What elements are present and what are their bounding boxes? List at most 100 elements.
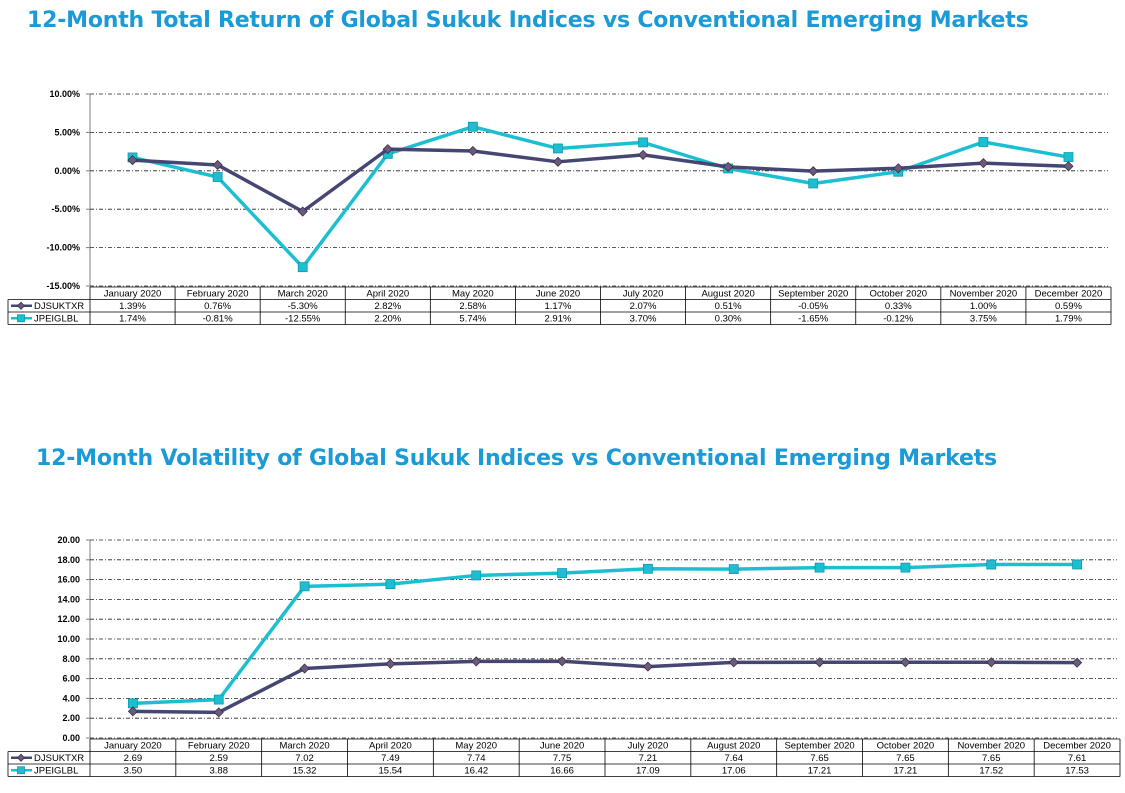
x-category-label: December 2020 <box>1043 741 1111 752</box>
data-cell-label: 3.75% <box>970 314 997 325</box>
x-category-label: August 2020 <box>701 289 754 300</box>
data-point-marker <box>16 301 26 310</box>
y-tick-label: 10.00% <box>49 89 80 99</box>
data-point-marker <box>900 657 911 668</box>
data-point-marker <box>17 766 25 775</box>
x-category-label: September 2020 <box>784 741 854 752</box>
data-cell-label: 7.74 <box>467 753 486 764</box>
x-category-label: June 2020 <box>536 289 580 300</box>
data-cell-label: 7.49 <box>381 753 400 764</box>
data-cell-label: 3.50 <box>124 766 143 777</box>
legend-label: JPEIGLBL <box>34 314 78 325</box>
x-category-label: September 2020 <box>778 289 848 300</box>
data-point-marker <box>723 161 734 172</box>
y-tick-label: 14.00 <box>57 594 80 604</box>
data-cell-label: 2.20% <box>374 314 401 325</box>
x-category-label: May 2020 <box>452 289 494 300</box>
y-tick-label: 8.00 <box>62 654 80 664</box>
data-cell-label: 16.66 <box>550 766 574 777</box>
data-point-marker <box>299 663 310 674</box>
x-category-label: January 2020 <box>104 741 162 752</box>
data-cell-label: 2.82% <box>374 301 401 312</box>
data-point-marker <box>728 657 739 668</box>
data-cell-label: 17.52 <box>979 766 1003 777</box>
data-point-marker <box>1063 161 1074 172</box>
data-cell-label: 15.32 <box>293 766 317 777</box>
data-cell-label: 0.59% <box>1055 301 1082 312</box>
data-cell-label: 2.59 <box>210 753 229 764</box>
data-cell-label: 2.69 <box>124 753 143 764</box>
y-tick-label: 0.00 <box>62 733 80 743</box>
y-tick-label: 2.00 <box>62 713 80 723</box>
data-cell-label: 2.58% <box>459 301 486 312</box>
data-cell-label: 0.51% <box>715 301 742 312</box>
data-cell-label: 16.42 <box>464 766 488 777</box>
data-cell-label: 7.64 <box>725 753 744 764</box>
data-cell-label: 5.74% <box>459 314 486 325</box>
series-line-djsuktxr <box>132 659 1078 715</box>
data-point-marker <box>467 145 478 157</box>
x-category-label: August 2020 <box>707 741 760 752</box>
data-point-marker <box>814 562 825 573</box>
data-cell-label: 17.06 <box>722 766 746 777</box>
data-point-marker <box>17 314 25 323</box>
x-category-label: May 2020 <box>455 741 497 752</box>
x-category-label: October 2020 <box>870 289 928 300</box>
data-point-marker <box>127 706 138 717</box>
data-cell-label: 2.91% <box>544 314 571 325</box>
data-point-marker <box>382 144 393 155</box>
legend-label: DJSUKTXR <box>34 301 84 312</box>
y-tick-label: 20.00 <box>57 535 80 545</box>
data-point-marker <box>978 137 989 147</box>
chart-1: -15.00% -10.00% -5.00% 0.00% 5.00% 10.00% Janu… <box>7 89 1112 325</box>
x-category-label: February 2020 <box>188 741 250 752</box>
x-category-label: March 2020 <box>278 289 328 300</box>
data-cell-label: 7.75 <box>553 753 572 764</box>
data-cell-label: 7.61 <box>1068 753 1087 764</box>
chart-title-volatility: 12-Month Volatility of Global Sukuk Indi… <box>36 446 997 471</box>
data-cell-label: 17.09 <box>636 766 660 777</box>
data-point-marker <box>213 707 224 718</box>
data-point-marker <box>297 206 308 217</box>
y-tick-label: 6.00 <box>62 674 80 684</box>
data-cell-label: 7.65 <box>896 753 915 764</box>
data-cell-label: -0.12% <box>883 314 914 325</box>
data-cell-label: 1.39% <box>119 301 146 312</box>
data-cell-label: 1.17% <box>544 301 571 312</box>
y-tick-label: 4.00 <box>62 693 80 703</box>
series-line-djsuktxr <box>132 147 1069 214</box>
x-category-label: March 2020 <box>279 741 329 752</box>
data-point-marker <box>642 661 653 672</box>
data-cell-label: 3.70% <box>630 314 657 325</box>
data-cell-label: 15.54 <box>379 766 403 777</box>
data-point-marker <box>471 570 482 581</box>
y-tick-label: 5.00% <box>54 127 80 137</box>
data-cell-label: 7.02 <box>295 753 314 764</box>
x-category-label: November 2020 <box>957 741 1025 752</box>
data-cell-label: 1.79% <box>1055 314 1082 325</box>
data-point-marker <box>212 172 223 182</box>
data-cell-label: 17.21 <box>808 766 832 777</box>
x-category-label: July 2020 <box>623 289 664 300</box>
data-point-marker <box>1072 657 1083 668</box>
series-line-jpeiglbl <box>132 562 1078 706</box>
y-tick-label: -10.00% <box>46 243 80 253</box>
data-point-marker <box>385 579 396 590</box>
x-category-label: November 2020 <box>950 289 1018 300</box>
data-cell-label: -12.55% <box>285 314 321 325</box>
data-cell-label: -5.30% <box>288 301 319 312</box>
data-point-marker <box>471 656 482 667</box>
data-point-marker <box>1063 152 1074 162</box>
data-point-marker <box>552 156 564 167</box>
x-category-label: October 2020 <box>877 741 935 752</box>
data-cell-label: 1.74% <box>119 314 146 325</box>
data-point-marker <box>978 158 989 169</box>
data-point-marker <box>467 121 478 132</box>
data-cell-label: 0.33% <box>885 301 912 312</box>
x-category-label: December 2020 <box>1035 289 1103 300</box>
data-cell-label: 0.30% <box>715 314 742 325</box>
chart-2: 0.00 2.00 4.00 6.00 8.00 10.00 12.00 14.00 16.00… <box>7 535 1121 777</box>
data-point-marker <box>557 568 567 578</box>
data-point-marker <box>299 581 310 592</box>
data-cell-label: 7.65 <box>982 753 1001 764</box>
